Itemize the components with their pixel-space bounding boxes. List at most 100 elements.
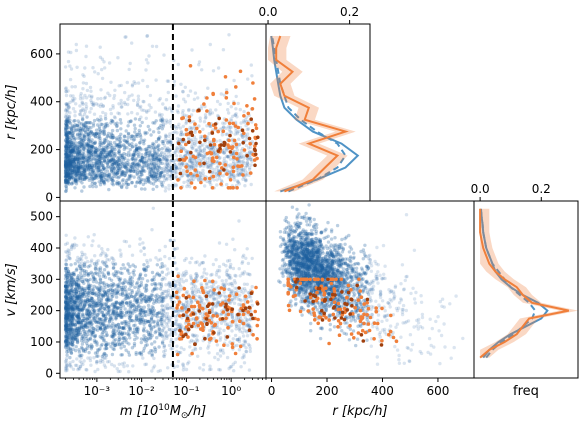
halo-point: [69, 160, 74, 164]
halo-point: [81, 96, 85, 100]
halo-point: [149, 105, 153, 110]
halo-point: [81, 173, 85, 177]
halo-point: [75, 152, 80, 157]
halo-point: [68, 142, 72, 146]
halo-point: [89, 145, 94, 149]
halo-point: [116, 166, 120, 170]
halo-point: [102, 174, 106, 178]
halo-point: [139, 147, 143, 152]
halo-point: [209, 163, 214, 167]
halo-point: [163, 153, 167, 157]
halo-point: [225, 148, 229, 152]
halo-point: [154, 145, 158, 149]
halo-point: [222, 294, 227, 298]
halo-point: [155, 176, 160, 181]
halo-point: [180, 132, 184, 137]
halo-point: [175, 267, 179, 271]
halo-point: [125, 139, 130, 143]
halo-point: [168, 140, 173, 144]
halo-point: [111, 135, 115, 140]
halo-point: [121, 178, 125, 182]
halo-point: [87, 136, 92, 140]
halo-point: [95, 117, 100, 122]
halo-point: [78, 173, 82, 178]
halo-point: [143, 187, 147, 191]
halo-point: [154, 178, 158, 182]
halo-point: [65, 137, 70, 141]
halo-point: [166, 163, 170, 167]
halo-point: [64, 166, 68, 170]
halo-point: [215, 178, 219, 182]
halo-point: [64, 131, 69, 135]
halo-point: [71, 148, 75, 153]
halo-point: [69, 168, 74, 173]
subhalo-point: [218, 171, 222, 176]
halo-point: [113, 116, 117, 120]
halo-point: [191, 164, 195, 168]
halo-point: [162, 337, 166, 341]
halo-point: [199, 177, 203, 181]
halo-point: [63, 178, 68, 183]
halo-point: [139, 177, 144, 182]
halo-point: [63, 65, 68, 69]
halo-point: [73, 186, 77, 190]
halo-point: [223, 147, 227, 151]
halo-point: [92, 233, 96, 237]
halo-point: [64, 166, 68, 170]
halo-point: [163, 146, 167, 150]
halo-point: [128, 306, 132, 311]
halo-point: [73, 178, 77, 182]
halo-point: [64, 87, 68, 91]
halo-point: [96, 154, 100, 158]
subhalo-point: [242, 114, 246, 118]
halo-point: [94, 158, 99, 163]
halo-point: [65, 353, 69, 357]
halo-point: [76, 165, 80, 169]
halo-point: [84, 176, 89, 180]
halo-point: [165, 177, 169, 182]
halo-point: [92, 161, 96, 165]
halo-point: [126, 262, 130, 266]
halo-point: [102, 128, 106, 132]
halo-point: [142, 263, 146, 267]
halo-point: [245, 132, 250, 136]
halo-point: [80, 172, 84, 177]
halo-point: [150, 342, 154, 346]
halo-point: [222, 282, 226, 286]
halo-point: [94, 150, 98, 154]
halo-point: [88, 150, 92, 154]
halo-point: [96, 72, 100, 76]
halo-point: [98, 153, 102, 158]
halo-point: [119, 121, 123, 125]
halo-point: [125, 146, 129, 150]
y-tick-label: 0: [45, 190, 53, 204]
halo-point: [123, 165, 128, 170]
halo-point: [68, 94, 73, 98]
halo-point: [113, 154, 117, 158]
halo-point: [191, 108, 195, 113]
halo-point: [190, 160, 194, 165]
halo-point: [113, 171, 118, 175]
halo-point: [183, 171, 187, 176]
halo-point: [68, 166, 72, 170]
halo-point: [118, 140, 122, 145]
halo-point: [106, 159, 110, 163]
halo-point: [139, 337, 144, 341]
halo-point: [240, 159, 244, 164]
halo-point: [98, 141, 102, 145]
halo-point: [158, 173, 163, 177]
halo-point: [76, 166, 80, 171]
halo-point: [65, 123, 69, 128]
subhalo-point: [203, 138, 207, 143]
halo-point: [117, 149, 121, 153]
halo-point: [85, 165, 90, 170]
halo-point: [101, 129, 105, 134]
subhalo-point: [252, 97, 257, 101]
halo-point: [166, 147, 170, 151]
halo-point: [69, 128, 74, 132]
halo-point: [72, 155, 76, 159]
halo-point: [189, 276, 193, 280]
halo-point: [106, 175, 111, 179]
halo-point: [151, 168, 155, 173]
halo-point: [169, 153, 173, 157]
